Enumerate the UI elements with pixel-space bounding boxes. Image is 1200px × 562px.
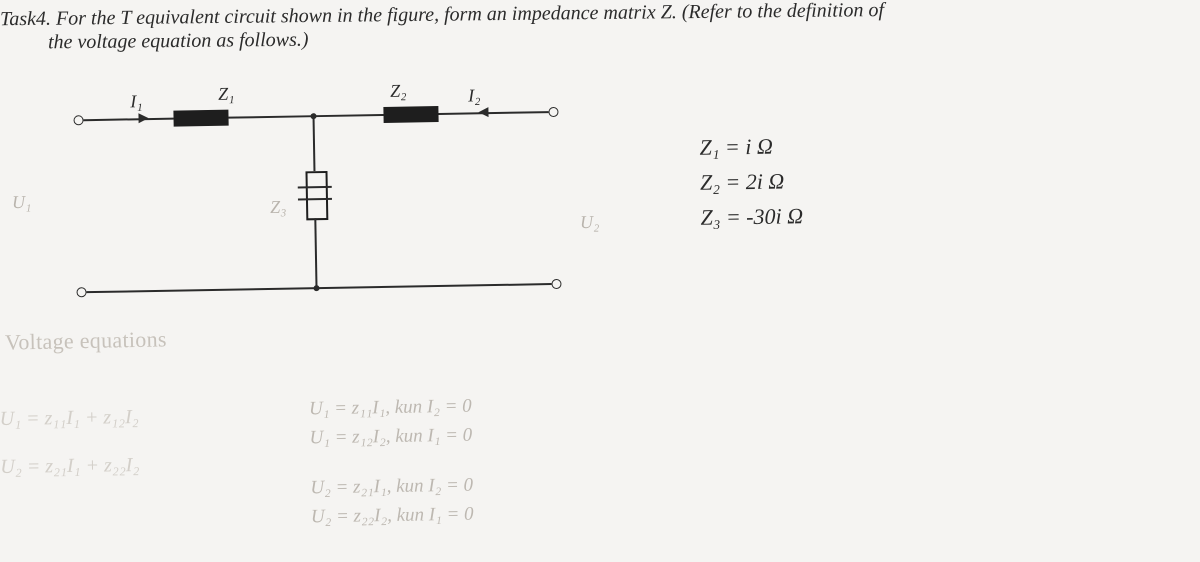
label-u2: U₂ [580, 212, 600, 233]
label-u1: U₁ [12, 192, 32, 213]
wire-top-left [84, 118, 174, 122]
faded-equations-left: U₁ = z₁₁I₁ + z₁₂I₂ U₂ = z₂₁I₁ + z₂₂I₂ [0, 393, 140, 491]
wire-center-down-top [313, 116, 316, 171]
eq-z22: U₂ = z₂₂I₂, kun I₁ = 0 [311, 500, 474, 531]
faded-equations-right: U₁ = z₁₁I₁, kun I₂ = 0 U₁ = z₁₂I₂, kun I… [309, 393, 474, 532]
task-number: Task4. [0, 8, 51, 31]
z3-value: Z₃ = -30i Ω [700, 199, 803, 233]
eq-u2-full: U₂ = z₂₁I₁ + z₂₂I₂ [0, 441, 140, 491]
page: Task4. For the T equivalent circuit show… [0, 0, 1200, 562]
label-z2: Z₂ [390, 81, 407, 102]
resistor-z3 [305, 171, 328, 220]
eq-z21: U₂ = z₂₁I₁, kun I₂ = 0 [310, 472, 473, 503]
task-line-1: Task4. For the T equivalent circuit show… [0, 0, 1200, 31]
terminal-top-right [548, 107, 558, 117]
impedance-values: Z₁ = i Ω Z₂ = 2i Ω Z₃ = -30i Ω [699, 129, 803, 235]
eq-z12: U₁ = z₁₂I₂, kun I₁ = 0 [309, 421, 472, 452]
wire-z1-to-center [229, 115, 314, 118]
eq-z11: U₁ = z₁₁I₁, kun I₂ = 0 [309, 393, 472, 424]
task-text-1: For the T equivalent circuit shown in th… [51, 0, 884, 30]
eq-u1-full: U₁ = z₁₁I₁ + z₁₂I₂ [0, 393, 139, 443]
voltage-equations-heading: Voltage equations [5, 326, 167, 355]
terminal-bottom-right [551, 279, 561, 289]
wire-center-down-bottom [314, 218, 317, 288]
wire-z2-to-right [438, 111, 548, 115]
task-line-2: the voltage equation as follows.) [48, 29, 309, 55]
wire-bottom [87, 283, 552, 293]
z1-value: Z₁ = i Ω [699, 129, 802, 163]
resistor-z1 [173, 110, 228, 127]
label-i1: I₁ [130, 91, 143, 112]
label-i2: I₂ [468, 85, 481, 106]
terminal-top-left [73, 115, 83, 125]
terminal-bottom-left [76, 287, 86, 297]
wire-center-to-z2 [314, 114, 384, 117]
z2-value: Z₂ = 2i Ω [700, 164, 803, 198]
t-circuit-diagram: I₁ Z₁ Z₂ I₂ Z₃ [58, 81, 592, 320]
arrow-i2 [478, 107, 488, 117]
label-z3: Z₃ [270, 197, 287, 218]
label-z1: Z₁ [218, 84, 235, 105]
arrow-i1 [138, 113, 148, 123]
resistor-z2 [383, 106, 438, 123]
